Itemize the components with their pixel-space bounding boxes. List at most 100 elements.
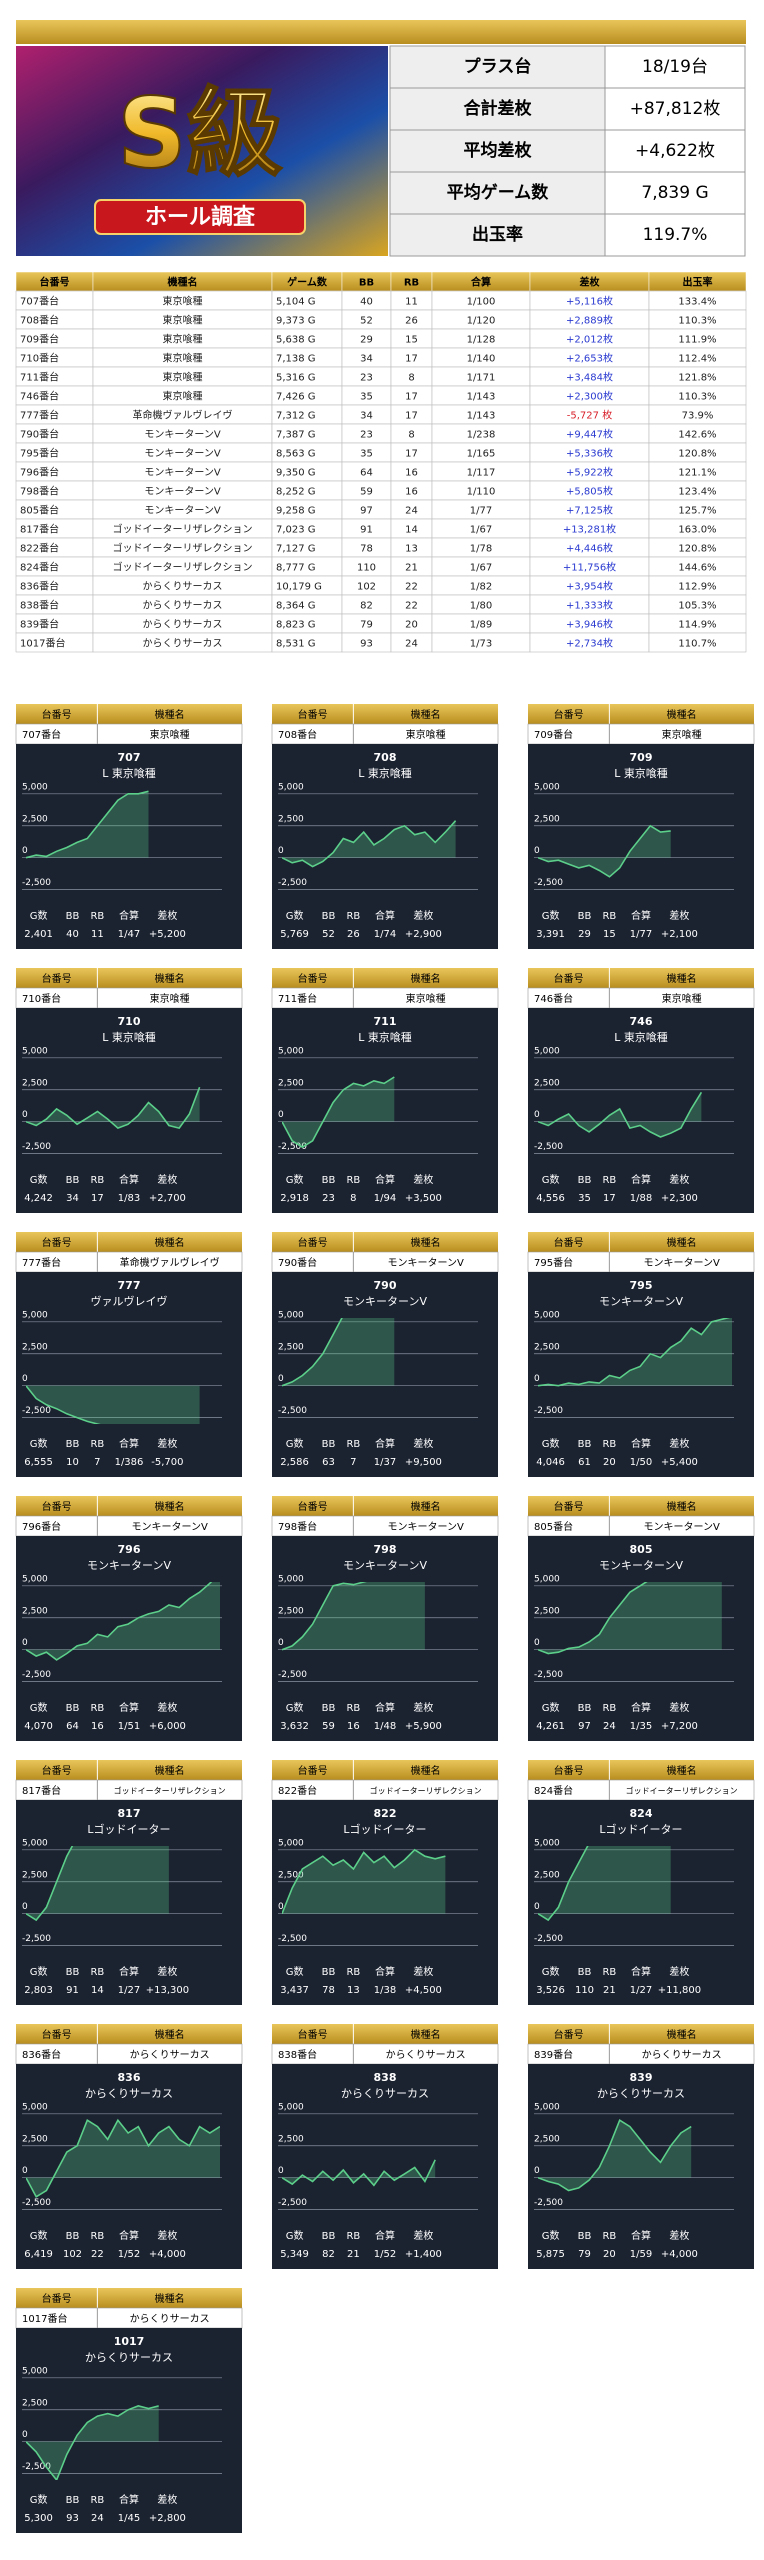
card-header-machine: 機種名 bbox=[155, 1764, 185, 1777]
summary-value-cell bbox=[604, 213, 746, 257]
y-tick-label: -2,500 bbox=[534, 1406, 563, 1416]
table-text: 120.8% bbox=[678, 544, 716, 555]
stat-value: 1/47 bbox=[118, 929, 140, 940]
stat-label: BB bbox=[66, 1439, 80, 1450]
card-header-machine: 機種名 bbox=[155, 1500, 185, 1513]
chart-subtitle: L 東京喰種 bbox=[102, 766, 156, 780]
stat-value: +2,900 bbox=[405, 929, 442, 940]
stat-label: BB bbox=[578, 1967, 592, 1978]
stat-value: 5,875 bbox=[536, 2249, 565, 2260]
summary-value: 7,839 G bbox=[641, 183, 708, 203]
card-header-bg bbox=[16, 2288, 242, 2308]
table-text: 7,127 G bbox=[276, 544, 316, 555]
table-text: からくりサーカス bbox=[143, 600, 223, 612]
stat-label: 差枚 bbox=[157, 1701, 177, 1714]
stat-value: +6,000 bbox=[149, 1721, 186, 1732]
card-header-machine: 機種名 bbox=[411, 708, 441, 721]
stat-label: 差枚 bbox=[669, 1701, 689, 1714]
y-tick-label: 2,500 bbox=[534, 2134, 560, 2144]
table-text: 9,373 G bbox=[276, 316, 316, 327]
card-header-machine: 機種名 bbox=[667, 2028, 697, 2041]
table-text: 8,531 G bbox=[276, 639, 316, 650]
y-tick-label: -2,500 bbox=[278, 878, 307, 888]
chart-title: 824 bbox=[630, 1807, 653, 1820]
chart-subtitle: Lゴッドイーター bbox=[599, 1822, 682, 1836]
card: 台番号 機種名 710番台 東京喰種 710 L 東京喰種 5,000 2,500 0 -2,50… bbox=[15, 968, 243, 1213]
stat-value: 35 bbox=[578, 1193, 591, 1204]
y-tick-label: 0 bbox=[22, 1902, 28, 1912]
table-text: 1/89 bbox=[470, 620, 492, 631]
y-tick-label: 2,500 bbox=[22, 1078, 48, 1088]
card-machine: からくりサーカス bbox=[386, 2049, 466, 2061]
table-text: 21 bbox=[405, 563, 418, 574]
y-tick-label: -2,500 bbox=[278, 1142, 307, 1152]
table-text: 17 bbox=[405, 449, 418, 460]
y-tick-label: 5,000 bbox=[534, 782, 560, 792]
card-header-bg bbox=[16, 2024, 242, 2044]
table-text: 1/128 bbox=[467, 335, 496, 346]
table-text: 9,258 G bbox=[276, 506, 316, 517]
stat-value: 15 bbox=[603, 929, 616, 940]
stat-label: BB bbox=[322, 1703, 336, 1714]
table-text: 708番台 bbox=[20, 314, 59, 327]
table-text: 142.6% bbox=[678, 430, 716, 441]
table-text: 22 bbox=[405, 582, 418, 593]
table-text: 8,364 G bbox=[276, 601, 316, 612]
stat-label: 差枚 bbox=[413, 2229, 433, 2242]
card-header-machine: 機種名 bbox=[411, 1764, 441, 1777]
table-text: +1,333枚 bbox=[566, 599, 613, 612]
chart-subtitle: L 東京喰種 bbox=[358, 766, 412, 780]
area-fill bbox=[538, 1582, 722, 1654]
stat-label: 合算 bbox=[631, 1437, 651, 1450]
stat-value: 16 bbox=[91, 1721, 104, 1732]
y-tick-label: -2,500 bbox=[22, 1142, 51, 1152]
chart-title: 798 bbox=[374, 1543, 397, 1556]
stat-label: BB bbox=[322, 1967, 336, 1978]
summary-value-cell bbox=[604, 129, 746, 173]
stat-label: G数 bbox=[286, 1701, 304, 1714]
card: 台番号 機種名 711番台 東京喰種 711 L 東京喰種 5,000 2,500 0 -2,50… bbox=[271, 968, 499, 1213]
stat-label: 合算 bbox=[631, 2229, 651, 2242]
stat-value: 8 bbox=[350, 1193, 356, 1204]
y-tick-label: -2,500 bbox=[534, 1934, 563, 1944]
y-tick-label: -2,500 bbox=[278, 2198, 307, 2208]
stat-label: RB bbox=[602, 1967, 616, 1978]
table-text: +2,653枚 bbox=[566, 352, 613, 365]
stat-value: 2,586 bbox=[280, 1457, 309, 1468]
chart-subtitle: からくりサーカス bbox=[85, 2351, 173, 2364]
stat-value: 64 bbox=[66, 1721, 79, 1732]
chart-subtitle: からくりサーカス bbox=[85, 2087, 173, 2100]
stat-label: G数 bbox=[30, 909, 48, 922]
stat-label: G数 bbox=[286, 1965, 304, 1978]
table-text: モンキーターンV bbox=[144, 505, 220, 517]
area-fill bbox=[26, 2120, 220, 2197]
card-header-number: 台番号 bbox=[298, 708, 328, 721]
table-text: 822番台 bbox=[20, 542, 59, 555]
stat-value: 97 bbox=[578, 1721, 591, 1732]
area-fill bbox=[538, 1092, 702, 1137]
stat-value: 1/35 bbox=[630, 1721, 652, 1732]
stat-label: G数 bbox=[542, 1173, 560, 1186]
card-machine: 東京喰種 bbox=[662, 992, 702, 1005]
stat-value: 4,046 bbox=[536, 1457, 565, 1468]
stat-value: +1,400 bbox=[405, 2249, 442, 2260]
card-machine: モンキーターンV bbox=[644, 1521, 720, 1533]
card-number: 709番台 bbox=[534, 728, 573, 741]
stat-label: G数 bbox=[30, 1965, 48, 1978]
table-text: 革命機ヴァルヴレイヴ bbox=[133, 409, 233, 422]
chart-subtitle: モンキーターンV bbox=[599, 1559, 683, 1572]
card-panel bbox=[528, 1272, 754, 1477]
table-header: ゲーム数 bbox=[287, 276, 328, 289]
stat-value: 16 bbox=[347, 1721, 360, 1732]
card-header-number: 台番号 bbox=[42, 708, 72, 721]
card-panel bbox=[528, 1800, 754, 2005]
table-text: 16 bbox=[405, 468, 418, 479]
stat-label: G数 bbox=[542, 1437, 560, 1450]
card-number: 746番台 bbox=[534, 992, 573, 1005]
table-text: 59 bbox=[360, 487, 373, 498]
chart-title: 709 bbox=[630, 751, 653, 764]
chart-subtitle: L 東京喰種 bbox=[614, 766, 668, 780]
card-machine: 東京喰種 bbox=[406, 728, 446, 741]
